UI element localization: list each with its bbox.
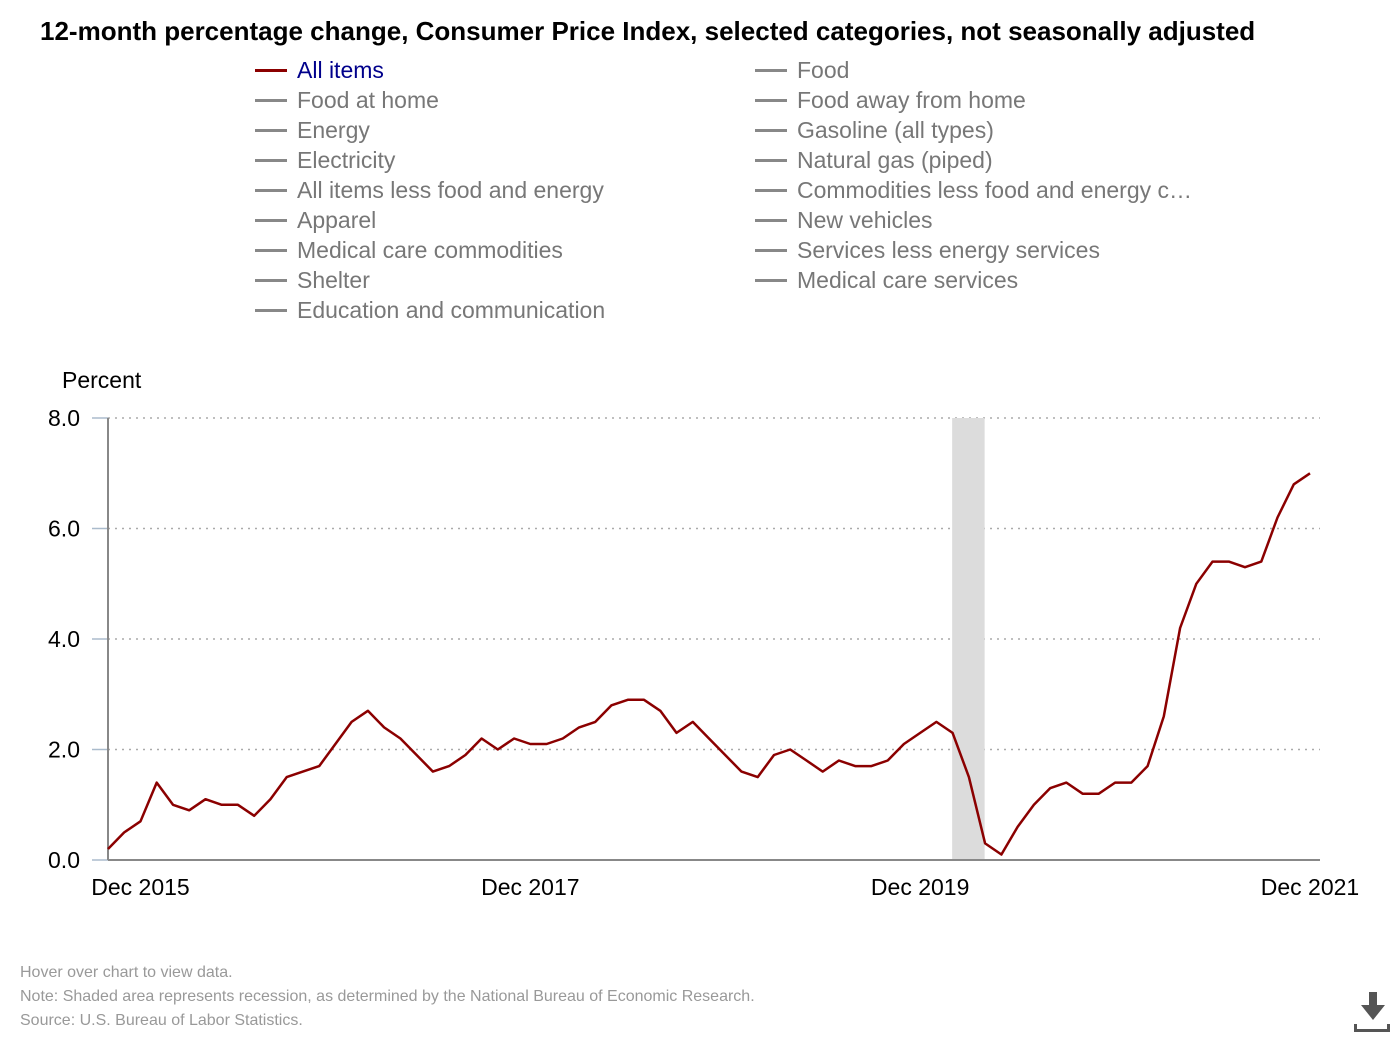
x-tick-label: Dec 2021 <box>1261 874 1359 900</box>
legend-item[interactable]: Electricity <box>255 145 395 175</box>
chart-title: 12-month percentage change, Consumer Pri… <box>40 16 1256 46</box>
legend-label: Food at home <box>297 86 439 113</box>
legend-swatch <box>255 218 287 222</box>
legend-swatch <box>755 68 787 72</box>
legend-swatch <box>255 98 287 102</box>
download-icon[interactable] <box>1352 990 1392 1034</box>
legend-item[interactable]: Food <box>755 55 849 85</box>
legend-swatch <box>755 278 787 282</box>
legend-label: Medical care commodities <box>297 236 563 263</box>
legend-label: All items less food and energy <box>297 176 604 203</box>
y-tick-label: 8.0 <box>48 405 80 431</box>
legend-item[interactable]: Energy <box>255 115 370 145</box>
x-tick-label: Dec 2015 <box>91 874 189 900</box>
legend-item[interactable]: Commodities less food and energy c… <box>755 175 1192 205</box>
series-line-all-items <box>107 472 1311 856</box>
legend-label: Food away from home <box>797 86 1026 113</box>
legend-item[interactable]: Shelter <box>255 265 370 295</box>
legend-swatch <box>755 128 787 132</box>
legend-label: Gasoline (all types) <box>797 116 994 143</box>
legend-label: Energy <box>297 116 370 143</box>
legend-item[interactable]: All items <box>255 55 384 85</box>
y-tick-label: 2.0 <box>48 737 80 763</box>
legend-swatch <box>255 278 287 282</box>
legend-swatch <box>255 158 287 162</box>
legend-label: All items <box>297 56 384 83</box>
legend-item[interactable]: Education and communication <box>255 295 605 325</box>
y-tick-label: 6.0 <box>48 516 80 542</box>
legend-label: Food <box>797 56 850 83</box>
legend-item[interactable]: Food at home <box>255 85 439 115</box>
legend-label: Natural gas (piped) <box>797 146 993 173</box>
legend-label: New vehicles <box>797 206 933 233</box>
recession-shade <box>952 418 985 860</box>
source-note: Source: U.S. Bureau of Labor Statistics. <box>20 1012 303 1029</box>
legend-label: Apparel <box>297 206 377 233</box>
legend-swatch <box>755 188 787 192</box>
legend-swatch <box>255 308 287 312</box>
recession-note: Note: Shaded area represents recession, … <box>20 988 755 1005</box>
legend-label: Electricity <box>297 146 396 173</box>
legend-swatch <box>255 188 287 192</box>
legend-swatch <box>755 98 787 102</box>
legend-label: Education and communication <box>297 296 606 323</box>
legend-item[interactable]: Services less energy services <box>755 235 1100 265</box>
x-tick-label: Dec 2019 <box>871 874 969 900</box>
legend-label: Commodities less food and energy c… <box>797 176 1193 203</box>
legend-item[interactable]: Natural gas (piped) <box>755 145 993 175</box>
y-axis-label: Percent <box>62 367 142 393</box>
legend-swatch <box>755 218 787 222</box>
legend-item[interactable]: New vehicles <box>755 205 933 235</box>
legend-item[interactable]: Gasoline (all types) <box>755 115 994 145</box>
legend-item[interactable]: Apparel <box>255 205 376 235</box>
x-tick-label: Dec 2017 <box>481 874 579 900</box>
legend-swatch <box>255 128 287 132</box>
legend-label: Medical care services <box>797 266 1019 293</box>
legend-swatch <box>755 248 787 252</box>
legend-item[interactable]: Food away from home <box>755 85 1026 115</box>
legend-item[interactable]: Medical care services <box>755 265 1018 295</box>
hover-hint: Hover over chart to view data. <box>20 964 233 981</box>
legend-label: Services less energy services <box>797 236 1100 263</box>
legend-label: Shelter <box>297 266 370 293</box>
legend-swatch <box>255 248 287 252</box>
legend-swatch <box>255 68 287 72</box>
y-tick-label: 0.0 <box>48 847 80 873</box>
legend-swatch <box>755 158 787 162</box>
y-tick-label: 4.0 <box>48 626 80 652</box>
legend-item[interactable]: Medical care commodities <box>255 235 563 265</box>
legend-item[interactable]: All items less food and energy <box>255 175 604 205</box>
